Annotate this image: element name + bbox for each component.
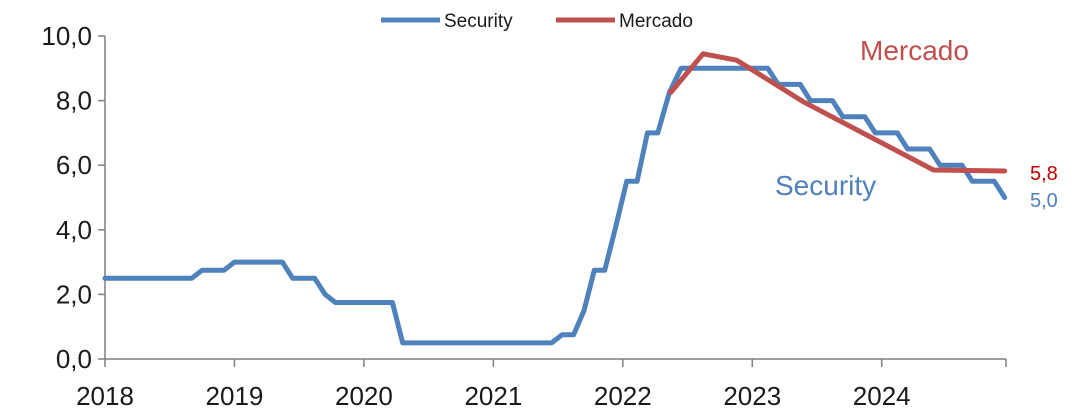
y-tick-label: 4,0 <box>56 215 92 245</box>
axes: 0,0 2,0 4,0 6,0 8,0 10,0 2018 2019 2020 2021 2022 2… <box>41 21 1007 411</box>
x-tick-label: 2020 <box>335 381 393 411</box>
end-label-mercado: 5,8 <box>1030 163 1058 185</box>
x-tick-label: 2024 <box>853 381 911 411</box>
series-layer <box>102 51 1008 346</box>
y-tick-label: 2,0 <box>56 279 92 309</box>
end-label-security: 5,0 <box>1030 190 1058 212</box>
x-tick-label: 2021 <box>464 381 522 411</box>
x-tick-label: 2023 <box>723 381 781 411</box>
y-tick-label: 10,0 <box>41 21 92 51</box>
legend-security-label: Security <box>444 11 513 32</box>
y-tick-label: 6,0 <box>56 150 92 180</box>
annotation-mercado: Mercado <box>860 35 969 66</box>
series-line-mercado <box>668 51 1008 174</box>
x-tick-label: 2018 <box>76 381 134 411</box>
y-tick-label: 8,0 <box>56 86 92 116</box>
series-line-security <box>102 65 1008 346</box>
x-tick-label: 2019 <box>206 381 264 411</box>
x-tick-label: 2022 <box>594 381 652 411</box>
legend-mercado-label: Mercado <box>619 11 693 32</box>
y-tick-label: 0,0 <box>56 344 92 374</box>
legend: Security Mercado <box>381 11 693 32</box>
annotation-security: Security <box>775 170 876 201</box>
